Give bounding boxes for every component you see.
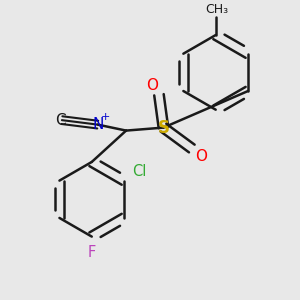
Text: S: S <box>158 118 169 136</box>
Text: Cl: Cl <box>132 164 147 179</box>
Text: N: N <box>92 117 103 132</box>
Text: +: + <box>100 112 110 122</box>
Text: O: O <box>195 149 207 164</box>
Text: C: C <box>55 112 66 128</box>
Text: F: F <box>88 244 96 260</box>
Text: CH₃: CH₃ <box>206 3 229 16</box>
Text: O: O <box>146 78 158 93</box>
